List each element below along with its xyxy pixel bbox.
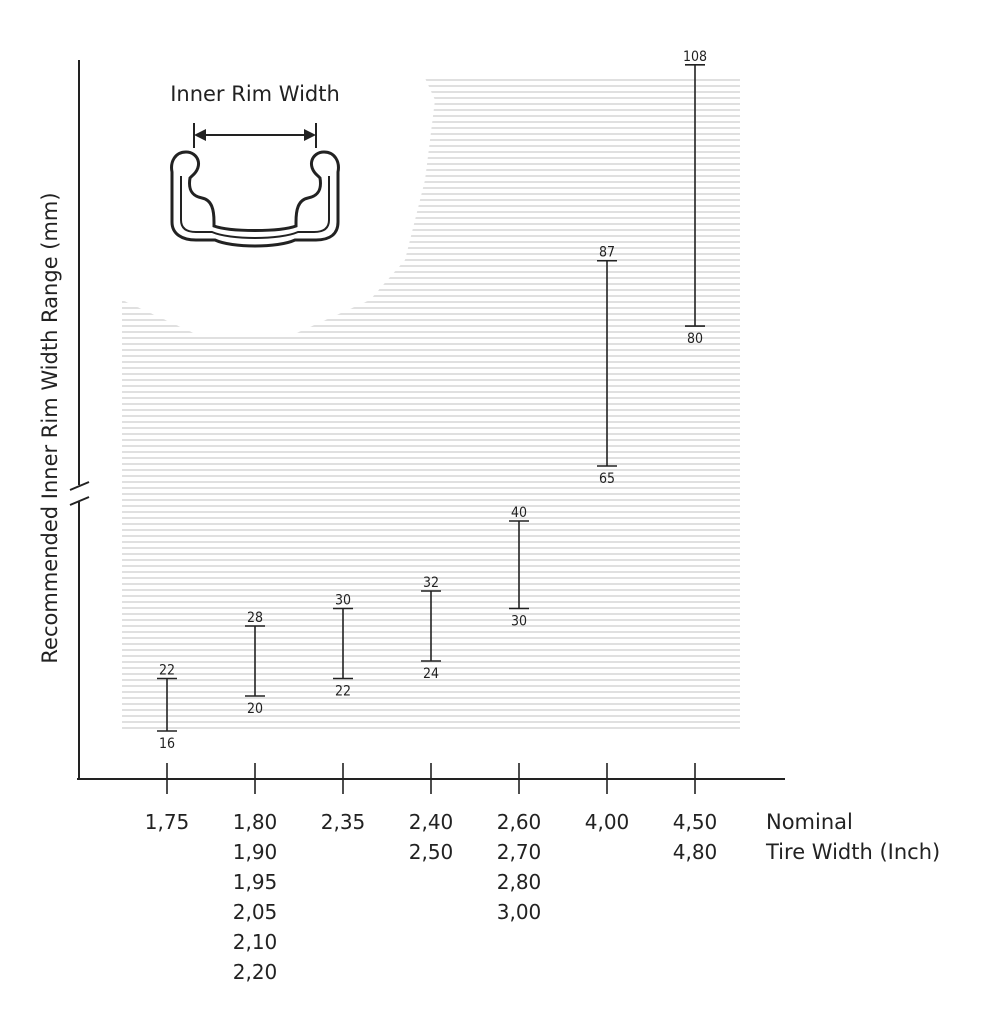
x-tick-label: 2,05 — [233, 900, 278, 924]
range-bar: 22 16 — [157, 663, 177, 752]
range-bar: 32 24 — [421, 575, 441, 682]
y-axis-title: Recommended Inner Rim Width Range (mm) — [38, 192, 62, 663]
range-bars: 22 16 28 20 30 22 32 24 40 30 87 65 108 80 — [157, 49, 707, 752]
background-hatching — [122, 79, 740, 729]
x-tick-label: 2,70 — [497, 840, 542, 864]
x-tick-label: 2,40 — [409, 810, 454, 834]
max-value-label: 28 — [247, 610, 263, 626]
x-axis-title-line-1: Nominal — [766, 810, 853, 834]
x-tick-label: 4,50 — [673, 810, 718, 834]
x-axis-title-line-2: Tire Width (Inch) — [765, 840, 940, 864]
max-value-label: 87 — [599, 245, 615, 261]
max-value-label: 40 — [511, 505, 527, 521]
min-value-label: 30 — [511, 614, 527, 630]
x-tick-label: 2,80 — [497, 870, 542, 894]
x-tick-label: 2,10 — [233, 930, 278, 954]
range-bar: 40 30 — [509, 505, 529, 630]
max-value-label: 22 — [159, 663, 175, 679]
x-tick-label: 3,00 — [497, 900, 542, 924]
x-tick-label: 2,60 — [497, 810, 542, 834]
rim-outer-contour — [170, 150, 340, 248]
x-tick-label: 4,80 — [673, 840, 718, 864]
min-value-label: 16 — [159, 736, 175, 752]
rim-cross-section-icon: Inner Rim Width — [170, 82, 340, 248]
max-value-label: 30 — [335, 593, 351, 609]
min-value-label: 22 — [335, 684, 351, 700]
rim-inner-contour — [180, 176, 330, 239]
x-tick-label: 1,95 — [233, 870, 278, 894]
x-ticks: 1,75 1,80 1,90 1,95 2,05 2,10 2,20 2,35 2,40 2,50… — [145, 763, 718, 984]
min-value-label: 65 — [599, 471, 615, 487]
width-arrow-left-head — [194, 129, 206, 141]
min-value-label: 24 — [423, 666, 439, 682]
range-bar: 108 80 — [683, 49, 707, 347]
range-bar: 28 20 — [245, 610, 265, 717]
x-tick-label: 2,50 — [409, 840, 454, 864]
axis-break-mark-upper — [69, 481, 90, 491]
min-value-label: 20 — [247, 701, 263, 717]
range-bar: 30 22 — [333, 593, 353, 700]
min-value-label: 80 — [687, 331, 703, 347]
x-tick-label: 2,35 — [321, 810, 366, 834]
inset-title: Inner Rim Width — [170, 82, 340, 106]
x-tick-label: 1,90 — [233, 840, 278, 864]
max-value-label: 32 — [423, 575, 439, 591]
max-value-label: 108 — [683, 49, 707, 65]
width-arrow-right-head — [304, 129, 316, 141]
x-tick-label: 1,80 — [233, 810, 278, 834]
x-tick-label: 1,75 — [145, 810, 190, 834]
x-tick-label: 4,00 — [585, 810, 630, 834]
x-tick-label: 2,20 — [233, 960, 278, 984]
range-bar: 87 65 — [597, 245, 617, 487]
axis-break-mark-lower — [69, 496, 90, 506]
